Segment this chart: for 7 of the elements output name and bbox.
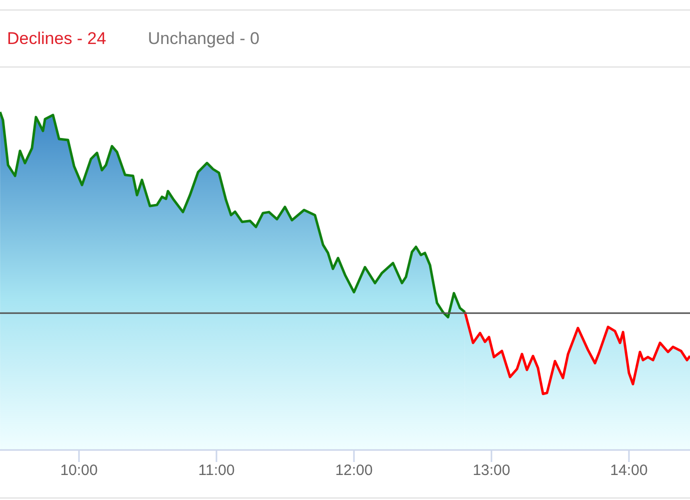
text: Unchanged - 0 — [148, 29, 260, 48]
x-tick-label: 11:00 — [198, 462, 235, 479]
x-tick-label: 14:00 — [610, 462, 648, 479]
x-tick-label: 12:00 — [335, 462, 373, 479]
text: Declines - 24 — [7, 29, 106, 48]
x-tick-label: 13:00 — [472, 462, 510, 479]
x-tick-label: 10:00 — [60, 462, 98, 479]
